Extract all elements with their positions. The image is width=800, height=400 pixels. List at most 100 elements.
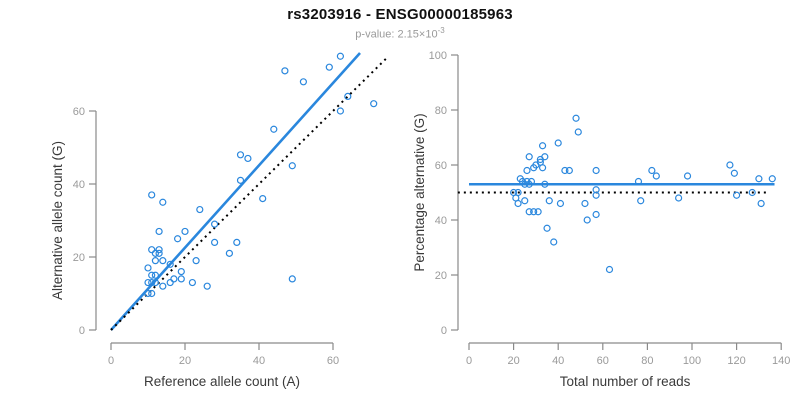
data-point bbox=[538, 142, 547, 150]
plot-subtitle: p-value: 2.15×10-3 bbox=[0, 26, 800, 41]
data-point bbox=[148, 191, 156, 199]
data-point bbox=[592, 191, 600, 199]
data-point bbox=[159, 282, 167, 290]
data-point bbox=[561, 166, 569, 175]
data-point bbox=[299, 78, 307, 86]
data-point bbox=[683, 172, 692, 180]
data-point bbox=[148, 246, 156, 254]
data-point bbox=[170, 275, 178, 283]
x-tick-label: 100 bbox=[683, 355, 701, 367]
x-tick-label: 20 bbox=[507, 355, 519, 367]
data-point bbox=[605, 265, 614, 274]
data-point bbox=[732, 191, 741, 199]
data-point bbox=[523, 166, 531, 175]
x-tick-label: 0 bbox=[466, 355, 472, 367]
data-point bbox=[592, 166, 600, 175]
data-point bbox=[166, 260, 174, 268]
data-point bbox=[148, 289, 156, 298]
data-point bbox=[572, 114, 580, 122]
data-point bbox=[336, 107, 344, 115]
data-point bbox=[525, 153, 533, 161]
data-point bbox=[556, 199, 565, 208]
y-tick-label: 100 bbox=[429, 50, 447, 62]
data-point bbox=[177, 268, 185, 276]
data-point bbox=[541, 180, 549, 188]
x-tick-label: 120 bbox=[727, 355, 745, 367]
data-point bbox=[521, 197, 529, 205]
data-point bbox=[155, 249, 163, 257]
x-tick-label: 20 bbox=[179, 355, 191, 367]
data-point bbox=[637, 197, 645, 205]
plot-title: rs3203916 - ENSG00000185963 bbox=[287, 6, 513, 23]
data-point bbox=[233, 238, 241, 246]
y-tick-label: 20 bbox=[73, 252, 85, 264]
data-point bbox=[151, 257, 159, 265]
data-point bbox=[530, 164, 538, 172]
data-point bbox=[525, 180, 533, 188]
data-point bbox=[155, 246, 163, 254]
x-tick-label: 60 bbox=[597, 355, 609, 367]
data-point bbox=[144, 289, 152, 298]
y-tick-label: 40 bbox=[435, 215, 447, 227]
x-axis-title: Reference allele count (A) bbox=[144, 374, 300, 389]
data-point bbox=[259, 195, 267, 203]
identity-line bbox=[110, 57, 388, 331]
data-point bbox=[325, 63, 333, 71]
x-tick-label: 140 bbox=[772, 355, 790, 367]
data-point bbox=[648, 166, 656, 175]
data-point bbox=[634, 177, 643, 186]
data-point bbox=[652, 172, 660, 180]
data-point bbox=[148, 278, 156, 287]
data-point bbox=[534, 208, 542, 216]
data-point bbox=[592, 210, 600, 219]
data-point bbox=[288, 162, 296, 170]
data-point bbox=[236, 151, 245, 159]
y-tick-label: 60 bbox=[435, 160, 447, 172]
data-point bbox=[203, 282, 211, 290]
data-point bbox=[538, 164, 547, 172]
x-tick-label: 40 bbox=[552, 355, 564, 367]
data-point bbox=[757, 199, 765, 208]
data-point bbox=[281, 67, 289, 75]
data-point bbox=[574, 128, 582, 136]
data-point bbox=[244, 154, 252, 163]
data-point bbox=[748, 188, 756, 197]
p-value-text: p-value: 2.15×10 bbox=[355, 28, 438, 41]
data-point bbox=[196, 205, 204, 214]
data-point bbox=[675, 194, 683, 202]
data-point bbox=[288, 275, 296, 283]
data-point bbox=[270, 125, 278, 133]
data-point bbox=[768, 175, 776, 183]
data-point bbox=[554, 139, 562, 147]
x-axis-title: Total number of reads bbox=[560, 374, 691, 389]
data-point bbox=[188, 278, 196, 287]
data-point bbox=[148, 271, 156, 279]
x-tick-label: 40 bbox=[253, 355, 265, 367]
y-tick-label: 60 bbox=[73, 106, 85, 118]
y-axis-title: Alternative allele count (G) bbox=[50, 141, 65, 300]
data-point bbox=[370, 100, 378, 108]
data-point bbox=[514, 199, 522, 208]
data-point bbox=[211, 220, 219, 228]
p-value-exponent: -3 bbox=[437, 26, 445, 35]
data-point bbox=[236, 176, 245, 184]
y-axis-title: Percentage alternative (G) bbox=[412, 113, 427, 271]
data-point bbox=[521, 180, 529, 188]
data-point bbox=[181, 227, 189, 236]
x-tick-label: 60 bbox=[327, 355, 339, 367]
data-point bbox=[726, 161, 734, 169]
data-point bbox=[159, 198, 167, 206]
y-tick-label: 40 bbox=[73, 179, 85, 191]
data-point bbox=[177, 275, 185, 283]
x-tick-label: 0 bbox=[108, 355, 114, 367]
data-point bbox=[545, 197, 553, 205]
data-point bbox=[225, 249, 233, 257]
data-point bbox=[151, 249, 159, 257]
data-point bbox=[151, 271, 159, 279]
data-point bbox=[541, 153, 549, 161]
data-point bbox=[192, 257, 200, 265]
data-point bbox=[730, 169, 738, 177]
y-tick-label: 0 bbox=[79, 325, 85, 337]
